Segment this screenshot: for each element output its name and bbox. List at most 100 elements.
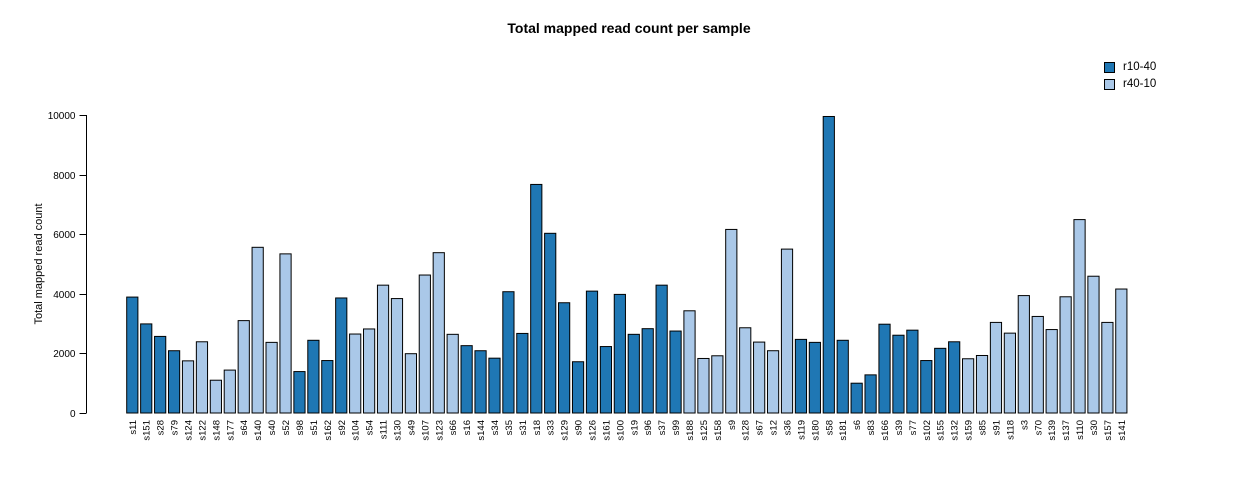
bar-s125: [697, 357, 710, 414]
y-tick-label: 2000: [53, 349, 76, 360]
x-label-s162: s162: [323, 420, 334, 441]
bar-s177: [223, 369, 236, 414]
x-label-s161: s161: [601, 420, 612, 441]
bar-s102: [920, 360, 933, 414]
x-label-s18: s18: [532, 420, 543, 435]
x-label-s92: s92: [337, 420, 348, 435]
x-label-s129: s129: [560, 420, 571, 441]
bar-s99: [669, 330, 682, 414]
bar-s83: [864, 374, 877, 414]
bar-s110: [1073, 219, 1086, 414]
legend-item-r40-10: r40-10: [1104, 78, 1156, 91]
bar-s92: [335, 297, 348, 414]
bar-s151: [140, 323, 153, 414]
x-label-s54: s54: [365, 420, 376, 435]
x-label-s96: s96: [643, 420, 654, 435]
x-label-s66: s66: [448, 420, 459, 435]
x-label-s79: s79: [170, 420, 181, 435]
y-tick-label: 4000: [53, 290, 76, 301]
bar-s180: [808, 341, 821, 414]
bar-s36: [780, 248, 794, 414]
x-label-s52: s52: [281, 420, 292, 435]
bar-s188: [683, 310, 696, 414]
bar-s166: [878, 323, 891, 414]
bar-s66: [446, 333, 459, 414]
x-label-s158: s158: [713, 420, 724, 441]
bar-s79: [167, 350, 181, 414]
legend-item-r10-40: r10-40: [1104, 61, 1156, 74]
bar-s140: [251, 246, 264, 414]
bar-s16: [460, 345, 473, 414]
bar-s37: [655, 284, 668, 414]
x-label-s34: s34: [490, 420, 501, 435]
bar-s130: [390, 298, 404, 414]
x-label-s58: s58: [824, 420, 835, 435]
x-label-s19: s19: [629, 420, 640, 435]
bar-s35: [502, 291, 515, 414]
bar-s3: [1017, 295, 1030, 414]
bar-s181: [836, 339, 849, 414]
x-label-s6: s6: [852, 420, 863, 430]
x-label-s177: s177: [225, 420, 236, 441]
bar-s18: [530, 183, 543, 414]
x-label-s77: s77: [908, 420, 919, 435]
bar-s123: [432, 252, 445, 414]
legend: r10-40 r40-10: [1104, 61, 1156, 91]
x-label-s159: s159: [964, 420, 975, 441]
x-label-s67: s67: [755, 420, 766, 435]
bar-s31: [516, 332, 529, 414]
bar-s40: [265, 341, 278, 414]
x-label-s28: s28: [156, 420, 167, 435]
bar-s64: [237, 320, 250, 414]
x-label-s33: s33: [546, 420, 557, 435]
x-label-s107: s107: [420, 420, 431, 441]
x-label-s85: s85: [978, 420, 989, 435]
bar-s148: [209, 379, 222, 414]
bar-s155: [934, 347, 947, 414]
x-label-s119: s119: [796, 420, 807, 440]
bar-s39: [892, 334, 905, 414]
x-label-s122: s122: [197, 420, 208, 441]
x-label-s140: s140: [253, 420, 264, 441]
bar-s111: [376, 284, 390, 414]
x-label-s16: s16: [462, 420, 473, 435]
x-label-s180: s180: [810, 420, 821, 441]
x-label-s35: s35: [504, 420, 515, 435]
x-label-s125: s125: [699, 420, 710, 441]
bar-s141: [1115, 288, 1128, 414]
bar-s126: [585, 290, 599, 414]
bar-s9: [725, 228, 738, 414]
bar-s52: [279, 253, 292, 414]
bar-s19: [627, 333, 640, 414]
x-label-s12: s12: [769, 420, 780, 435]
y-tick-label: 6000: [53, 230, 76, 241]
x-label-s124: s124: [184, 420, 195, 441]
legend-label-r40-10: r40-10: [1123, 78, 1157, 90]
x-label-s9: s9: [727, 420, 738, 430]
x-label-s123: s123: [434, 420, 445, 441]
x-label-s90: s90: [574, 420, 585, 435]
x-label-s98: s98: [295, 420, 306, 435]
bar-s77: [906, 329, 919, 414]
bar-s122: [195, 341, 209, 414]
bar-s137: [1059, 296, 1072, 414]
x-label-s39: s39: [894, 420, 905, 435]
x-label-s49: s49: [406, 420, 417, 435]
bar-s30: [1087, 275, 1100, 414]
x-label-s141: s141: [1117, 420, 1128, 441]
bar-s54: [363, 328, 376, 414]
x-label-s99: s99: [671, 420, 682, 435]
bar-s12: [766, 350, 780, 414]
x-label-s110: s110: [1075, 420, 1086, 440]
bar-s107: [418, 274, 431, 414]
bar-s100: [613, 293, 626, 414]
x-label-s104: s104: [351, 420, 362, 441]
x-label-s132: s132: [950, 420, 961, 441]
bar-s33: [544, 232, 557, 414]
x-label-s128: s128: [741, 420, 752, 441]
x-label-s31: s31: [518, 420, 529, 435]
bar-s70: [1031, 315, 1044, 414]
bar-s96: [641, 328, 654, 414]
x-label-s155: s155: [936, 420, 947, 441]
